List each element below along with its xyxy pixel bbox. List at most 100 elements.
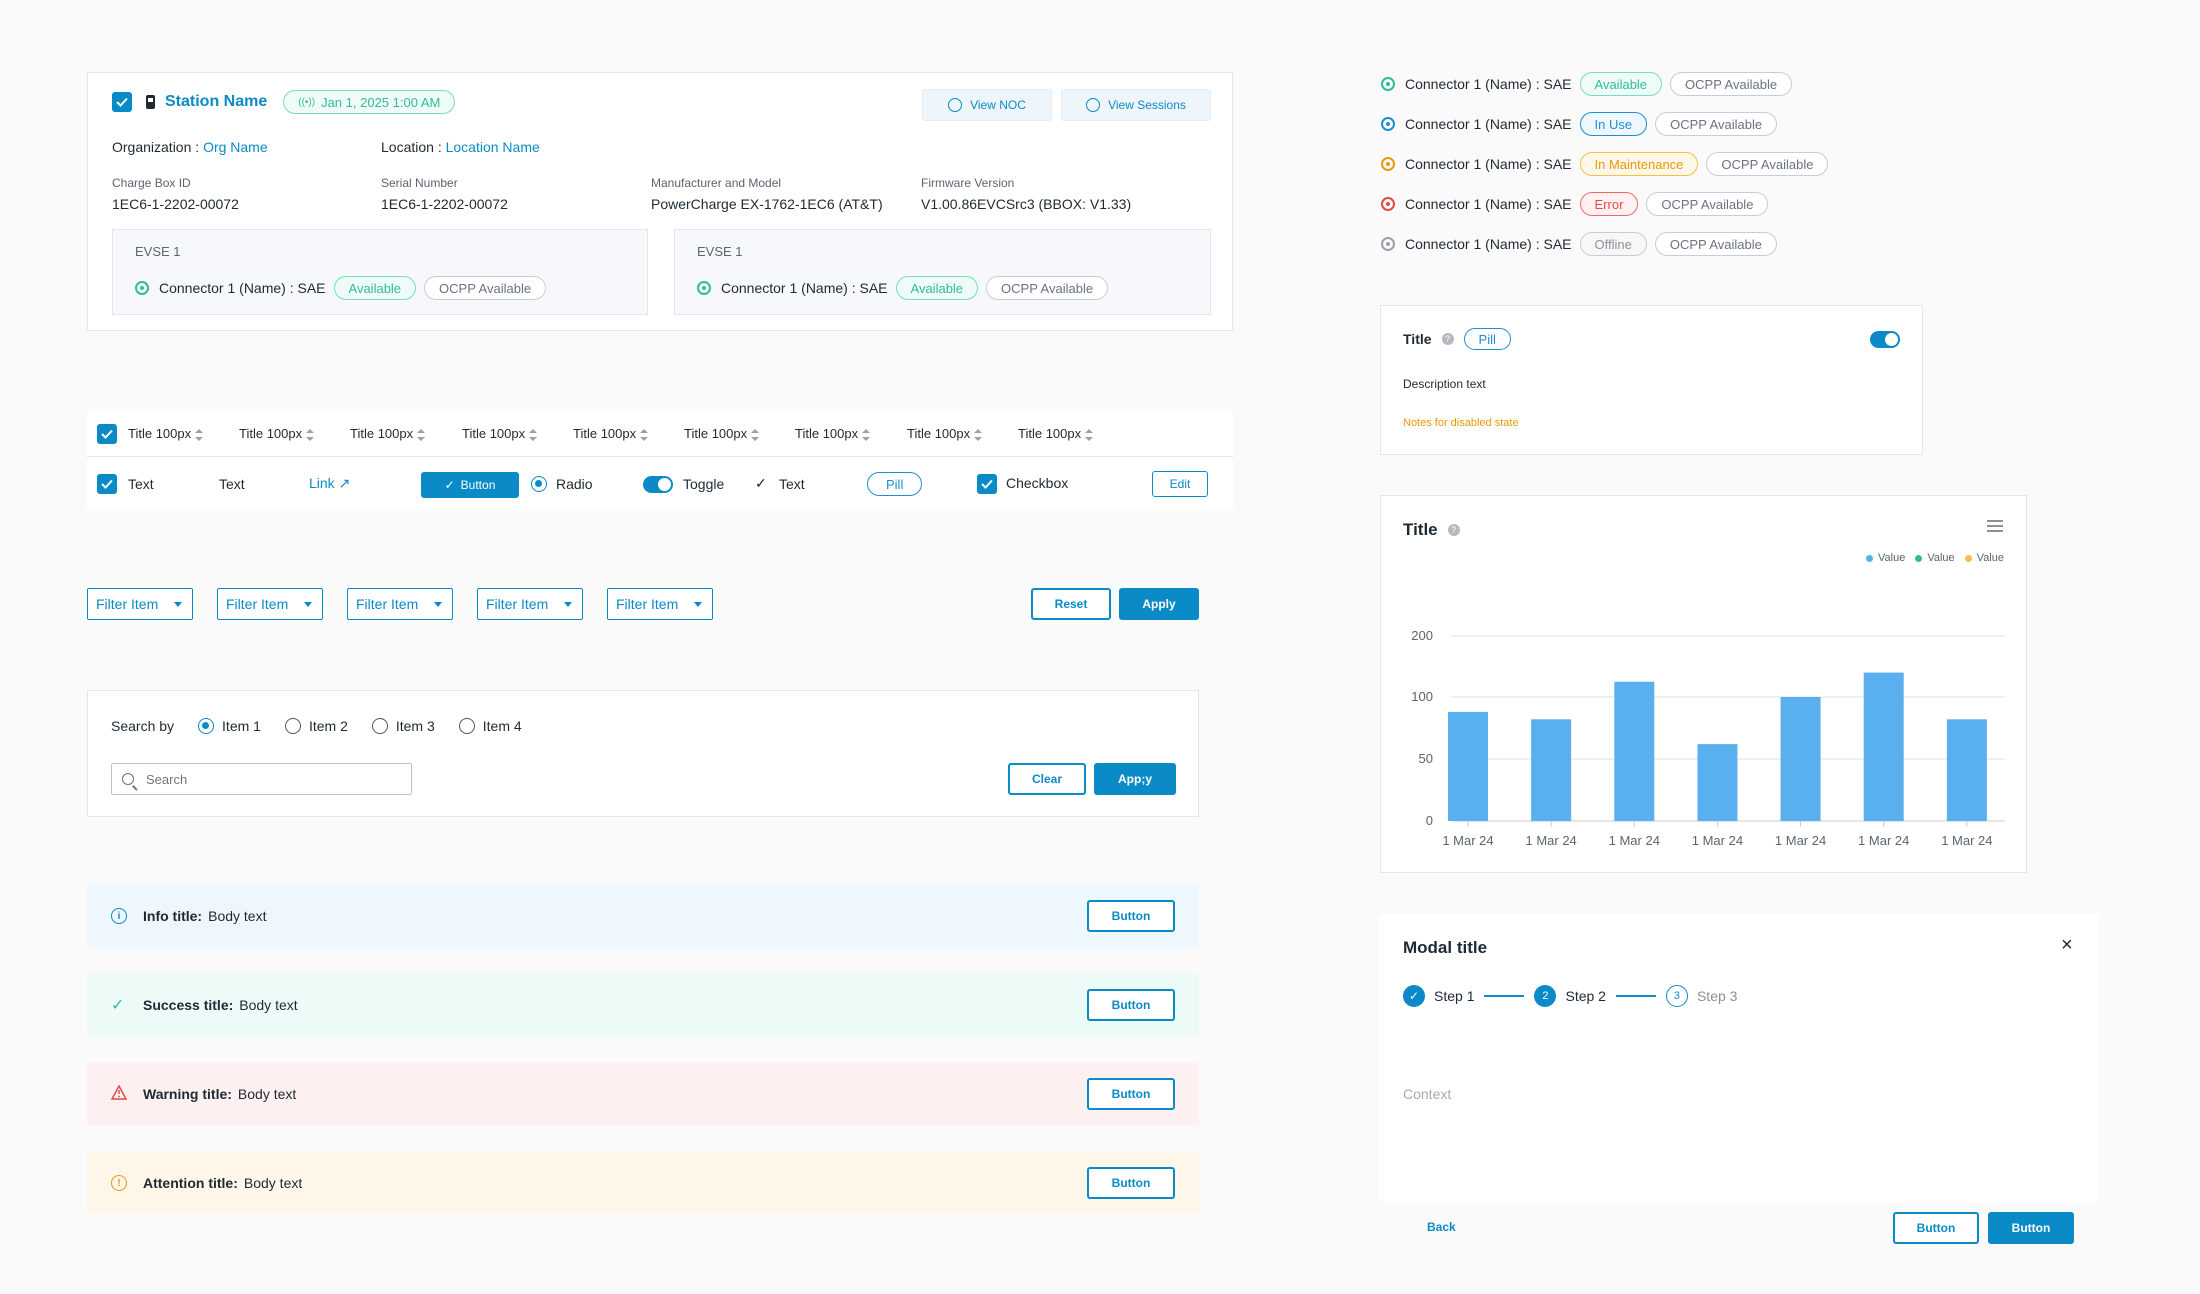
org-link[interactable]: Org Name bbox=[203, 139, 268, 155]
station-checkbox[interactable] bbox=[112, 92, 132, 112]
field-value: 1EC6-1-2202-00072 bbox=[381, 196, 508, 212]
step-complete-icon: ✓ bbox=[1403, 985, 1425, 1007]
connector-row: Connector 1 (Name) : SAE Error OCPP Avai… bbox=[1381, 191, 1828, 217]
step-label: Step 1 bbox=[1434, 988, 1475, 1004]
field-value: PowerCharge EX-1762-1EC6 (AT&T) bbox=[651, 196, 883, 212]
step-connector bbox=[1484, 995, 1525, 997]
radio-label: Item 2 bbox=[308, 718, 348, 734]
search-input[interactable] bbox=[146, 771, 386, 787]
station-date-badge: ((•)) Jan 1, 2025 1:00 AM bbox=[283, 90, 456, 114]
filter-dropdown[interactable]: Filter Item bbox=[607, 588, 713, 620]
search-radio-item-1[interactable] bbox=[198, 718, 215, 734]
row-checkbox[interactable] bbox=[97, 474, 117, 494]
column-header[interactable]: Title 100px bbox=[350, 426, 426, 441]
column-header[interactable]: Title 100px bbox=[795, 426, 871, 441]
connector-label: Connector 1 (Name) : SAE bbox=[1405, 76, 1572, 92]
alert-body: Body text bbox=[243, 1175, 303, 1191]
column-header[interactable]: Title 100px bbox=[462, 426, 538, 441]
clear-button[interactable]: Clear bbox=[1008, 763, 1086, 795]
cell-checkbox[interactable] bbox=[977, 474, 997, 494]
station-name[interactable]: Station Name bbox=[165, 93, 268, 110]
search-radio-item-3[interactable] bbox=[371, 718, 388, 734]
search-panel: Search by Item 1 Item 2 Item 3 Item 4 Cl… bbox=[87, 690, 1199, 817]
column-header[interactable]: Title 100px bbox=[1018, 426, 1094, 441]
table-header: Title 100px Title 100px Title 100px Titl… bbox=[87, 411, 1233, 457]
search-radio-item-2[interactable] bbox=[284, 718, 301, 734]
modal-context: Context bbox=[1403, 1086, 1452, 1102]
setting-toggle[interactable] bbox=[1870, 331, 1900, 348]
data-table: Title 100px Title 100px Title 100px Titl… bbox=[87, 411, 1233, 511]
filter-dropdown[interactable]: Filter Item bbox=[347, 588, 453, 620]
column-header[interactable]: Title 100px bbox=[573, 426, 649, 441]
connector-label: Connector 1 (Name) : SAE bbox=[721, 280, 888, 296]
checkbox-label: Checkbox bbox=[1006, 475, 1069, 491]
column-header[interactable]: Title 100px bbox=[907, 426, 983, 441]
caret-down-icon bbox=[694, 601, 702, 607]
view-noc-button[interactable]: View NOC bbox=[922, 89, 1052, 121]
ocpp-pill: OCPP Available bbox=[1706, 152, 1829, 176]
search-apply-button[interactable]: App;y bbox=[1094, 763, 1176, 795]
bar[interactable] bbox=[1697, 744, 1738, 821]
ocpp-pill: OCPP Available bbox=[1670, 72, 1793, 96]
caret-down-icon bbox=[564, 601, 572, 607]
chart-menu-icon[interactable] bbox=[1987, 520, 2003, 532]
location-link[interactable]: Location Name bbox=[445, 139, 540, 155]
search-box[interactable] bbox=[111, 763, 412, 795]
y-tick-label: 100 bbox=[1411, 689, 1433, 704]
cell-link[interactable]: Link ↗ bbox=[309, 475, 351, 491]
chart-title: Title bbox=[1403, 520, 1438, 539]
connector-label: Connector 1 (Name) : SAE bbox=[1405, 156, 1572, 172]
modal-secondary-button[interactable]: Button bbox=[1893, 1212, 1979, 1244]
edit-button[interactable]: Edit bbox=[1152, 471, 1208, 497]
alert-button[interactable]: Button bbox=[1087, 900, 1175, 932]
cell-button[interactable]: ✓ Button bbox=[421, 472, 519, 498]
back-link[interactable]: Back bbox=[1427, 1220, 1456, 1234]
search-radio-item-4[interactable] bbox=[458, 718, 475, 734]
step-connector bbox=[1615, 995, 1656, 997]
status-pill: In Maintenance bbox=[1579, 152, 1699, 176]
column-header[interactable]: Title 100px bbox=[684, 426, 760, 441]
reset-button[interactable]: Reset bbox=[1031, 588, 1111, 620]
cell-text: Text bbox=[779, 476, 805, 492]
filter-dropdown[interactable]: Filter Item bbox=[217, 588, 323, 620]
radio-label: Item 3 bbox=[395, 718, 435, 734]
bar[interactable] bbox=[1780, 697, 1821, 821]
cell-toggle[interactable] bbox=[643, 476, 673, 493]
error-status-icon bbox=[1381, 197, 1395, 211]
filter-dropdown[interactable]: Filter Item bbox=[477, 588, 583, 620]
select-all-checkbox[interactable] bbox=[97, 423, 117, 444]
legend-label: Value bbox=[1976, 552, 2004, 564]
ocpp-pill: OCPP Available bbox=[424, 276, 547, 300]
alert-button[interactable]: Button bbox=[1087, 1078, 1175, 1110]
cell-text: Text bbox=[128, 476, 154, 492]
offline-status-icon bbox=[1381, 237, 1395, 251]
bar[interactable] bbox=[1946, 719, 1987, 821]
view-sessions-button[interactable]: View Sessions bbox=[1061, 89, 1211, 121]
check-icon: ✓ bbox=[111, 997, 125, 1014]
bar[interactable] bbox=[1448, 711, 1488, 821]
status-pill: Available bbox=[1579, 72, 1663, 96]
bar[interactable] bbox=[1531, 719, 1572, 821]
bar[interactable] bbox=[1863, 672, 1904, 821]
alert-title: Warning title: bbox=[143, 1086, 232, 1102]
apply-button[interactable]: Apply bbox=[1119, 588, 1199, 620]
alert-button[interactable]: Button bbox=[1087, 989, 1175, 1021]
column-header[interactable]: Title 100px bbox=[239, 426, 315, 441]
x-tick-label: 1 Mar 24 bbox=[1858, 833, 1909, 848]
y-tick-label: 50 bbox=[1419, 751, 1433, 766]
success-alert: ✓ Success title: Body text Button bbox=[87, 974, 1199, 1036]
available-status-icon bbox=[135, 281, 149, 295]
bar[interactable] bbox=[1614, 681, 1655, 821]
close-icon[interactable]: × bbox=[2061, 934, 2073, 956]
x-tick-label: 1 Mar 24 bbox=[1941, 833, 1992, 848]
legend-dot bbox=[1915, 554, 1923, 562]
alert-body: Body text bbox=[208, 908, 267, 924]
info-icon: i bbox=[111, 908, 127, 924]
search-by-label: Search by bbox=[111, 718, 175, 734]
cell-radio[interactable] bbox=[531, 476, 547, 492]
modal-primary-button[interactable]: Button bbox=[1988, 1212, 2074, 1244]
column-header[interactable]: Title 100px bbox=[128, 426, 204, 441]
filter-dropdown[interactable]: Filter Item bbox=[87, 588, 193, 620]
alert-button[interactable]: Button bbox=[1087, 1167, 1175, 1199]
connector-label: Connector 1 (Name) : SAE bbox=[1405, 236, 1572, 252]
